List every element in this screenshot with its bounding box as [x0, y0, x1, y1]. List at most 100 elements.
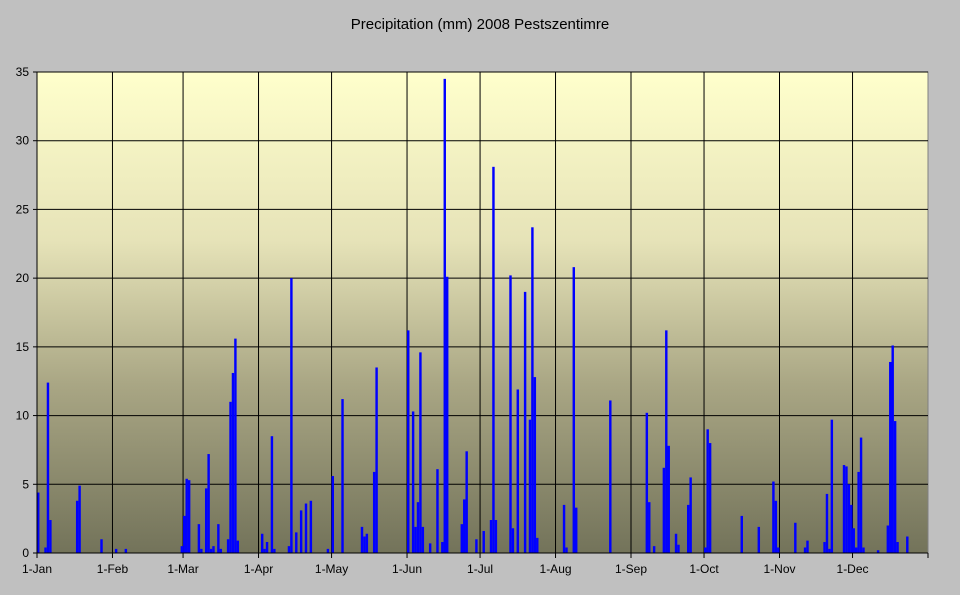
y-tick-label: 20 — [16, 271, 30, 285]
precip-bar — [492, 166, 495, 553]
precip-bar — [183, 515, 186, 553]
precip-bar — [648, 502, 651, 553]
precip-bar — [665, 330, 668, 553]
precip-bar — [114, 548, 118, 553]
precip-bar — [204, 488, 208, 553]
precip-bar — [886, 525, 890, 553]
precip-bar — [575, 507, 578, 553]
precip-bar — [75, 500, 79, 553]
precip-bar — [686, 504, 690, 553]
precip-bar — [516, 389, 520, 553]
precip-bar — [852, 528, 855, 553]
x-tick-label: 1-Dec — [837, 562, 869, 576]
precip-bar — [37, 492, 40, 553]
precip-bar — [803, 547, 807, 553]
precip-bar — [572, 267, 576, 553]
precip-bar — [896, 542, 899, 553]
precip-bar — [857, 471, 860, 553]
precip-bar — [830, 419, 834, 553]
precip-bar — [774, 500, 778, 553]
precip-bar — [489, 520, 493, 553]
precip-bar — [419, 352, 422, 553]
precip-bar — [859, 437, 863, 553]
precip-bar — [862, 547, 865, 553]
precip-bar — [414, 526, 417, 553]
precip-bar — [290, 278, 293, 553]
precip-bar — [850, 504, 853, 553]
precip-bar — [304, 503, 308, 553]
precip-bar — [889, 361, 892, 553]
precip-bar — [436, 469, 439, 553]
precip-bar — [407, 330, 410, 553]
precip-bar — [78, 485, 81, 553]
precip-bar — [845, 466, 848, 553]
precip-bar — [341, 399, 344, 553]
precip-bar — [326, 548, 330, 553]
precip-bar — [207, 454, 210, 553]
x-tick-label: 1-Aug — [540, 562, 572, 576]
precip-bar — [511, 528, 515, 553]
x-tick-label: 1-Mar — [167, 562, 198, 576]
precip-bar — [441, 542, 444, 553]
x-tick-label: 1-Jan — [22, 562, 52, 576]
precip-bar — [509, 275, 512, 553]
precip-bar — [49, 520, 52, 553]
precip-bar — [893, 421, 897, 553]
precip-bar — [265, 542, 269, 553]
precip-bar — [309, 500, 313, 553]
precip-bar — [416, 502, 420, 553]
precip-bar — [209, 548, 213, 553]
precip-bar — [200, 548, 203, 553]
precip-bar — [706, 429, 709, 553]
x-tick-label: 1-May — [315, 562, 348, 576]
precip-bar — [229, 401, 232, 553]
y-tick-label: 0 — [22, 546, 29, 560]
precip-bar — [475, 539, 478, 553]
precip-bar — [482, 531, 485, 553]
precip-bar — [197, 524, 201, 553]
precip-bar — [689, 477, 692, 553]
precip-bar — [565, 547, 568, 553]
chart-title: Precipitation (mm) 2008 Pestszentimre — [350, 16, 610, 33]
precip-bar — [360, 526, 364, 553]
precip-bar — [180, 546, 184, 553]
precip-bar — [906, 536, 909, 553]
precip-bar — [465, 451, 468, 553]
precip-bar — [757, 526, 761, 553]
y-tick-label: 35 — [16, 65, 30, 79]
precip-bar — [460, 524, 464, 553]
x-tick-label: 1-Jun — [392, 562, 422, 576]
precip-bar — [365, 533, 369, 553]
precip-bar — [421, 526, 425, 553]
precip-bar — [562, 504, 566, 553]
precip-bar — [46, 382, 50, 553]
precip-bar — [667, 445, 670, 553]
precip-bar — [428, 543, 432, 553]
x-tick-label: 1-Nov — [763, 562, 795, 576]
precip-bar — [528, 419, 532, 553]
precip-bar — [674, 533, 678, 553]
precip-bar — [463, 499, 466, 553]
precip-bar — [260, 533, 264, 553]
y-tick-label: 25 — [16, 202, 30, 216]
x-tick-label: 1-Oct — [689, 562, 719, 576]
precip-bar — [828, 548, 831, 553]
precip-bar — [44, 547, 47, 553]
precip-bar — [287, 546, 291, 553]
precip-bar — [236, 540, 240, 553]
precip-bar — [854, 547, 858, 553]
precip-bar — [212, 546, 215, 553]
precip-bar — [331, 476, 334, 553]
precip-bar — [372, 471, 376, 553]
x-tick-label: 1-Feb — [97, 562, 129, 576]
precip-bar — [411, 411, 415, 553]
precip-bar — [217, 524, 220, 553]
precip-bar — [891, 345, 894, 553]
precip-bar — [704, 547, 707, 553]
precip-bar — [662, 467, 666, 553]
y-tick-label: 10 — [16, 409, 30, 423]
precip-bar — [823, 542, 826, 553]
precip-bar — [231, 372, 235, 553]
precip-bar — [363, 536, 366, 553]
